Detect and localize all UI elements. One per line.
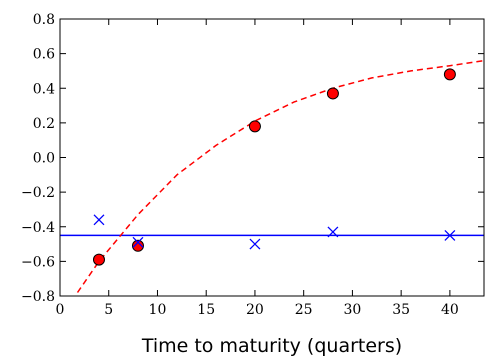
circle-marker [92,253,105,266]
axes: 0 5 10 15 20 25 30 35 40 −0.8 −0.6 −0.4 −0.2 0.0 0.2 0.… [21,12,484,318]
y-tick-label: −0.8 [21,289,55,305]
x-axis-label: Time to maturity (quarters) [141,335,402,357]
y-tick-label: 0.4 [33,81,55,97]
x-tick-label: 20 [246,302,264,318]
x-marker [327,226,339,238]
x-tick-label: 10 [149,302,167,318]
circle-marker [248,120,261,133]
y-tick-label: −0.4 [21,220,55,236]
y-tick-label: 0.8 [33,12,55,28]
y-tick-label: 0.2 [33,116,55,132]
x-tick-label: 40 [441,302,459,318]
x-tick-label: 25 [295,302,313,318]
x-marker [444,229,456,241]
x-tick-label: 15 [197,302,215,318]
x-tick-label: 0 [56,302,65,318]
x-marker [249,238,261,250]
circle-marker [326,87,339,100]
plot-frame [59,18,485,297]
y-tick-label: −0.2 [21,185,55,201]
x-marker [132,236,144,248]
x-tick-label: 5 [104,302,113,318]
x-tick-label: 30 [343,302,361,318]
y-tick-label: −0.6 [21,254,55,270]
dashed-fit-line [76,59,484,293]
y-tick-label: 0.0 [33,151,55,167]
x-tick-label: 35 [392,302,410,318]
y-tick-label: 0.6 [33,47,55,63]
circle-marker [443,68,456,81]
plot-area [60,59,484,293]
circle-marker [131,239,144,252]
x-marker [93,214,105,226]
